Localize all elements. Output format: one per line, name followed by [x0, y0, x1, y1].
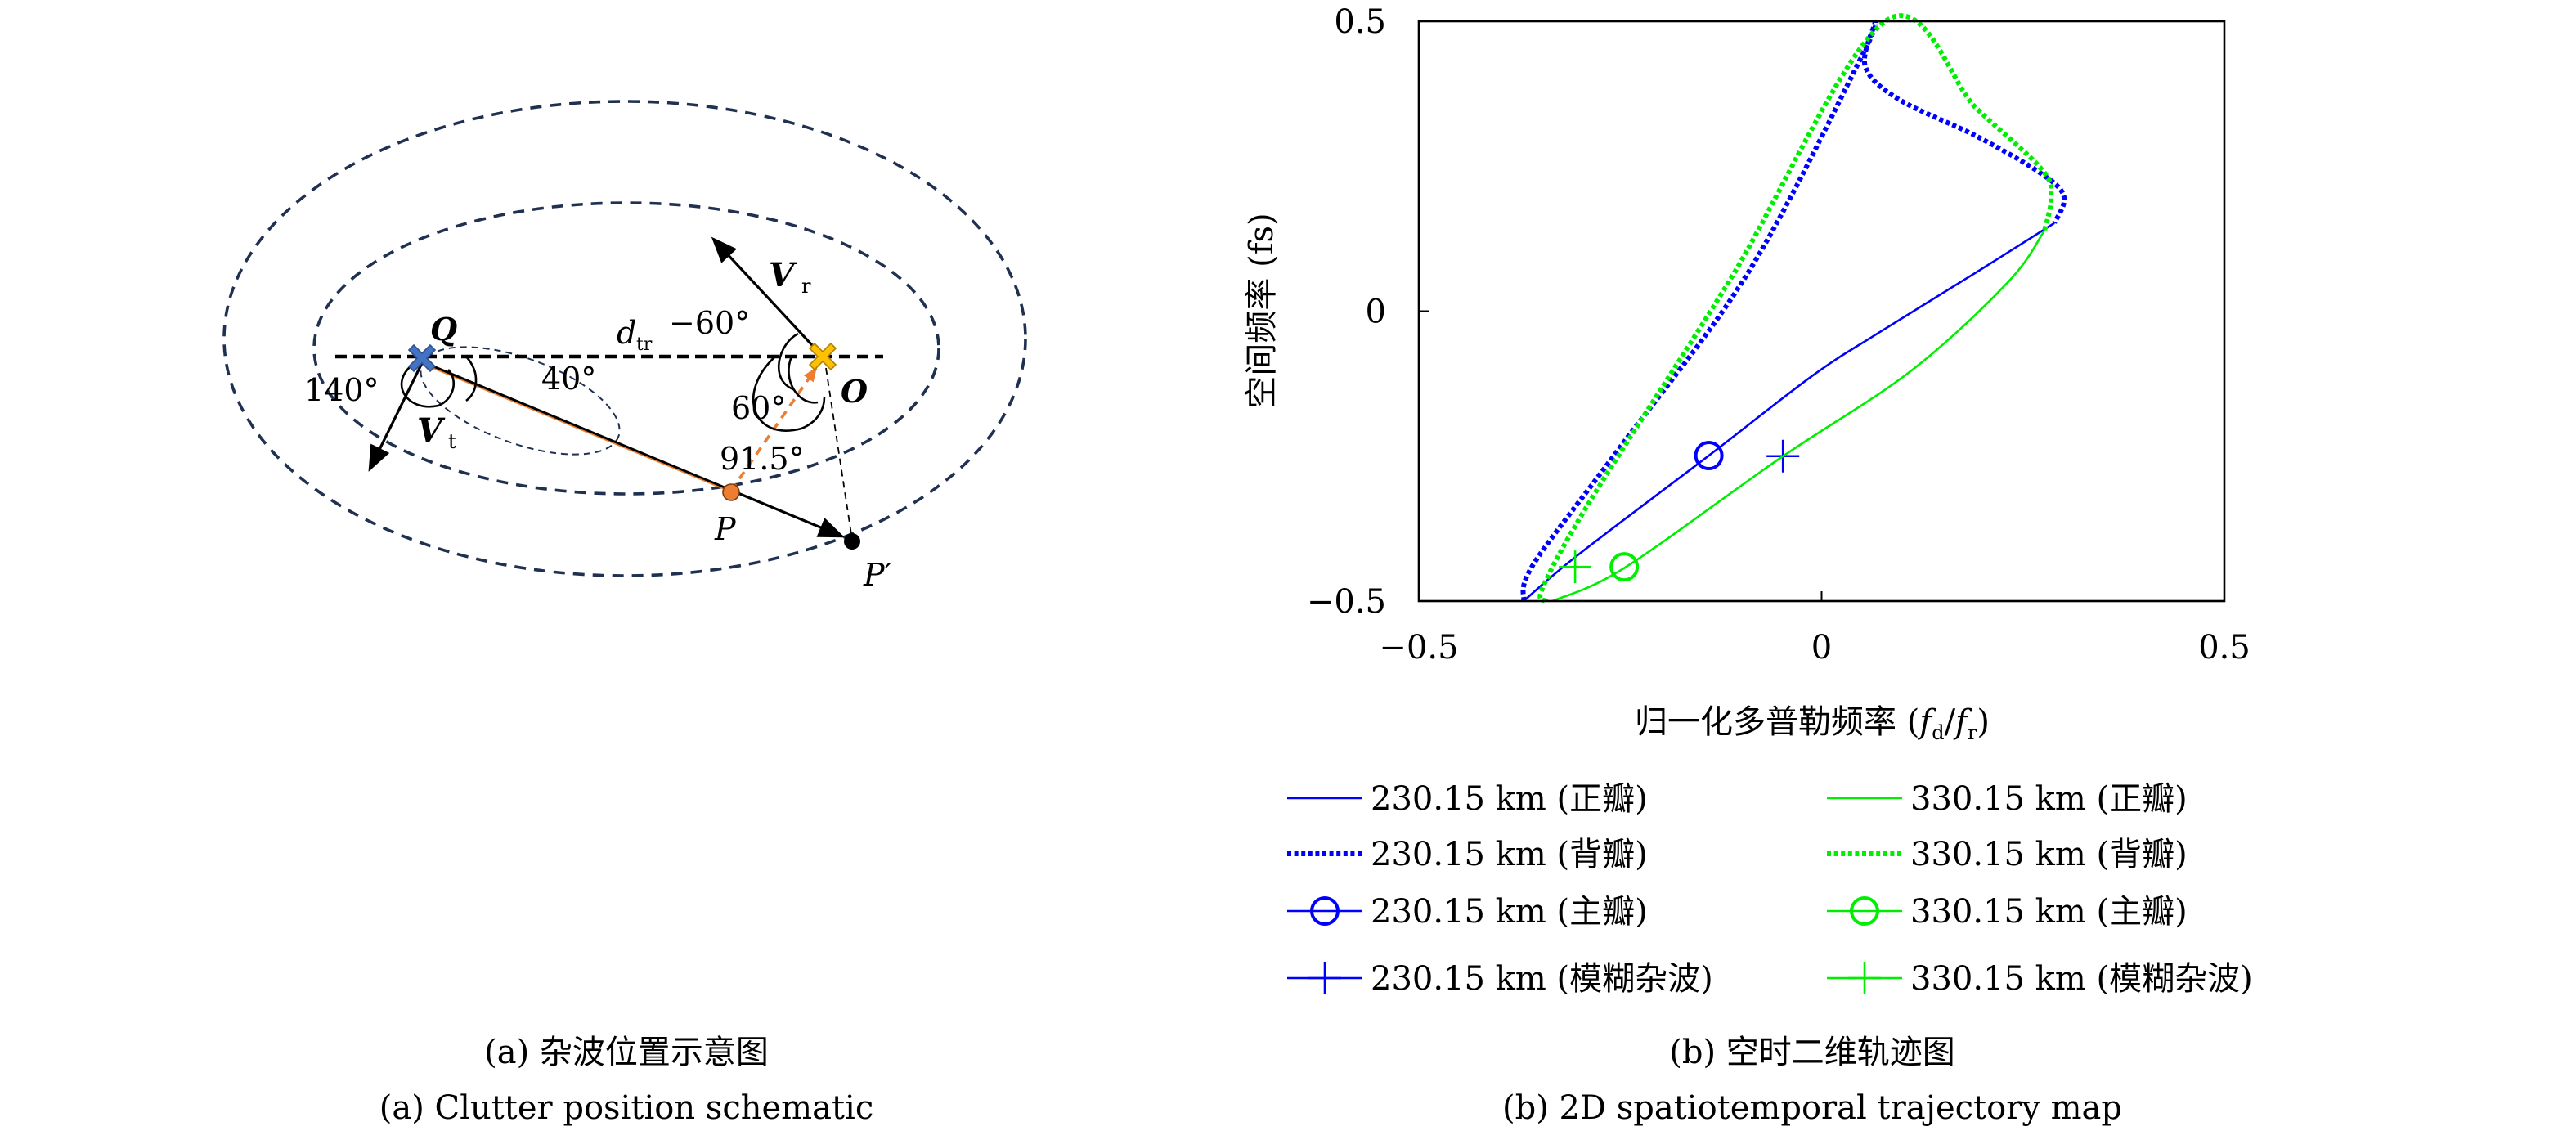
q-to-p-prime-arrow: [424, 361, 845, 538]
caption-b-cn: (b) 空时二维轨迹图: [1669, 1034, 1955, 1071]
label-angle-m60: −60°: [669, 305, 750, 341]
label-vt: V: [417, 411, 446, 450]
legend-label: 230.15 km (模糊杂波): [1371, 960, 1713, 998]
angle-arc-60: [788, 356, 819, 404]
series-line-1: [1520, 19, 2067, 602]
legend-label: 230.15 km (正瓣): [1371, 780, 1648, 818]
q-to-p-orange: [428, 366, 729, 491]
angle-arc-40: [465, 356, 478, 402]
label-dtr: d: [617, 315, 636, 351]
label-angle-91-5: 91.5°: [720, 441, 805, 477]
angle-arc-140: [400, 366, 456, 408]
label-q: Q: [430, 311, 457, 348]
plot-curves: [1520, 13, 2067, 604]
legend-item: 330.15 km (正瓣): [1827, 780, 2188, 818]
y-tick-label: −0.5: [1307, 583, 1386, 621]
label-p: P: [714, 511, 737, 547]
legend: 230.15 km (正瓣) 230.15 km (背瓣) 230.15 km (主…: [1287, 780, 2253, 998]
label-o: O: [841, 373, 868, 410]
legend-item: 230.15 km (模糊杂波): [1287, 960, 1713, 998]
legend-label: 330.15 km (正瓣): [1910, 780, 2188, 818]
outer-ellipse: [222, 100, 1027, 577]
legend-label: 230.15 km (主瓣): [1371, 893, 1648, 931]
x-axis-label: 归一化多普勒频率 (fd/fr): [1635, 703, 1990, 744]
legend-label: 230.15 km (背瓣): [1371, 836, 1648, 873]
label-angle-60: 60°: [731, 390, 786, 426]
legend-marker: [1308, 962, 1341, 994]
q-marker-x-icon: [407, 343, 437, 373]
label-vr: V: [769, 256, 797, 294]
series-marker-7: [1559, 550, 1592, 584]
inner-ellipse: [312, 201, 940, 496]
label-dtr-sub: tr: [636, 334, 653, 355]
legend-marker: [1310, 896, 1340, 926]
y-tick-label: 0: [1366, 294, 1386, 331]
angle-arc-m60: [778, 332, 799, 391]
x-tick-label: 0: [1811, 629, 1832, 666]
caption-a-cn: (a) 杂波位置示意图: [484, 1034, 769, 1071]
series-marker-6: [1609, 552, 1640, 582]
legend-item: 230.15 km (正瓣): [1287, 780, 1648, 818]
legend-marker: [1848, 962, 1881, 994]
p-prime-marker: [844, 533, 860, 550]
series-marker-2: [1694, 441, 1724, 471]
x-tick-label: 0.5: [2198, 629, 2251, 666]
legend-item: 230.15 km (背瓣): [1287, 836, 1648, 873]
label-angle-140: 140°: [304, 372, 379, 408]
legend-marker: [1850, 896, 1879, 926]
caption-b-en: (b) 2D spatiotemporal trajectory map: [1502, 1089, 2122, 1127]
y-axis-label: 空间频率 (fs): [1243, 213, 1281, 408]
caption-a-en: (a) Clutter position schematic: [379, 1089, 873, 1127]
o-marker-x-icon: [808, 342, 837, 371]
label-vt-sub: t: [448, 430, 456, 453]
angle-arc-91-5: [752, 356, 826, 432]
legend-item: 330.15 km (主瓣): [1827, 893, 2188, 931]
y-tick-label: 0.5: [1334, 3, 1386, 41]
vt-arrow: [368, 362, 424, 472]
legend-label: 330.15 km (模糊杂波): [1910, 960, 2253, 998]
label-p-prime: P′: [863, 557, 892, 593]
label-angle-40: 40°: [541, 361, 596, 397]
legend-item: 330.15 km (背瓣): [1827, 836, 2188, 873]
small-ellipse: [420, 346, 621, 456]
axis-ticks: −0.5 0 0.5 −0.5 0 0.5: [1307, 3, 2251, 666]
series-line-0: [1523, 222, 2055, 602]
x-tick-label: −0.5: [1379, 629, 1458, 666]
label-vr-sub: r: [801, 275, 811, 298]
legend-item: 230.15 km (主瓣): [1287, 893, 1648, 931]
panel-b-chart: −0.5 0 0.5 −0.5 0 0.5 空间频率 (fs) 归一化多普勒频率 (fd/…: [1243, 3, 2253, 1127]
legend-item: 330.15 km (模糊杂波): [1827, 960, 2253, 998]
legend-label: 330.15 km (背瓣): [1910, 836, 2188, 873]
p-marker: [722, 483, 740, 501]
series-line-5: [1537, 13, 2054, 604]
series-line-4: [1551, 229, 2046, 603]
legend-label: 330.15 km (主瓣): [1910, 893, 2188, 931]
o-to-p-prime-dashed: [825, 367, 853, 541]
vr-arrow: [711, 236, 824, 358]
panel-a-schematic: Q O P P′ V r V t d tr −60° 60° 140° 40° …: [222, 100, 1027, 1127]
